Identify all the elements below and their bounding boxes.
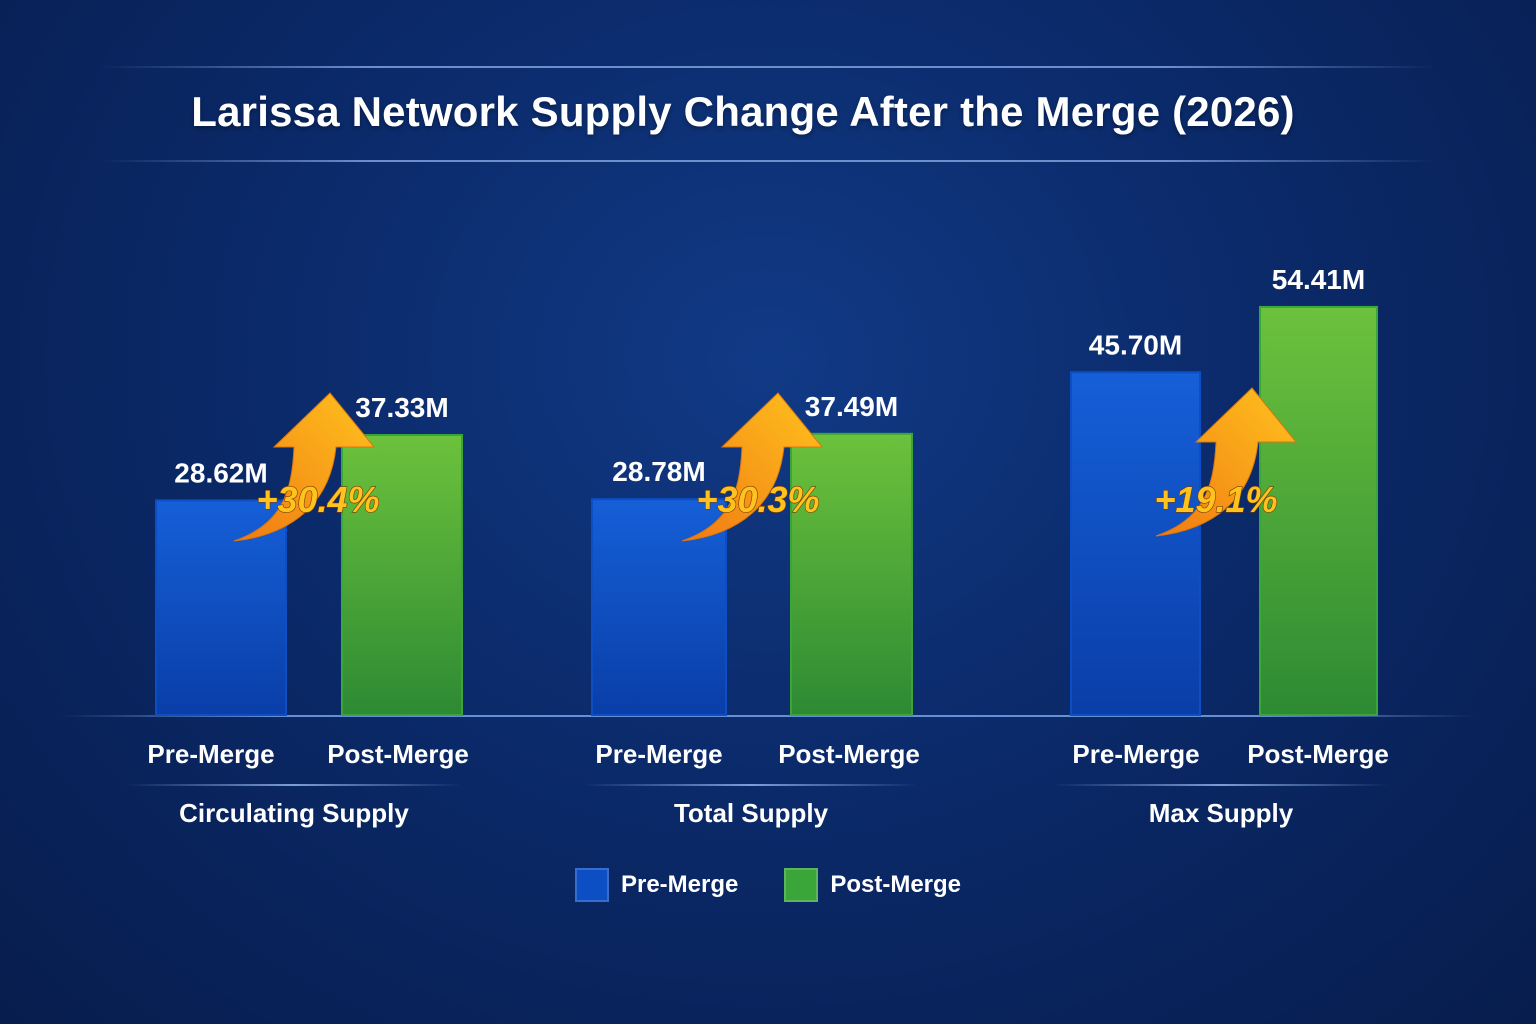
chart-title: Larissa Network Supply Change After the … <box>191 88 1295 135</box>
tick-label-max-supply-post-merge: Post-Merge <box>1247 739 1389 769</box>
growth-arrow-total-supply <box>681 392 824 542</box>
legend-swatch-pre-merge <box>574 868 609 902</box>
legend-swatch-post-merge <box>784 868 819 902</box>
title-bottom-rule <box>100 160 1436 162</box>
tick-label-total-supply-post-merge: Post-Merge <box>778 739 920 769</box>
data-label-circulating-supply-pre-merge: 28.62M <box>174 457 267 488</box>
legend-label-post-merge: Post-Merge <box>830 871 962 898</box>
legend: Pre-Merge Post-Merge <box>0 868 1536 902</box>
bar-circulating-supply-pre-merge <box>155 499 287 716</box>
tick-label-circulating-supply-pre-merge: Pre-Merge <box>147 739 274 769</box>
data-label-total-supply-post-merge: 37.49M <box>805 391 898 422</box>
legend-item-post-merge: Post-Merge <box>784 868 961 902</box>
bar-circulating-supply-post-merge <box>341 434 463 716</box>
category-label-total-supply: Total Supply <box>674 798 829 828</box>
group-divider-circulating-supply <box>126 784 462 786</box>
change-label-circulating-supply: +30.4% <box>256 479 379 520</box>
bar-chart: 28.62M Pre-Merge 37.33M Post-Merge Circulati… <box>60 264 1476 828</box>
category-label-max-supply: Max Supply <box>1149 798 1294 828</box>
bar-max-supply-post-merge <box>1259 305 1378 716</box>
tick-label-max-supply-pre-merge: Pre-Merge <box>1072 739 1199 769</box>
tick-label-total-supply-pre-merge: Pre-Merge <box>595 739 722 769</box>
title-top-rule <box>100 66 1436 68</box>
tick-label-circulating-supply-post-merge: Post-Merge <box>327 739 469 769</box>
growth-arrow-circulating-supply <box>233 392 376 542</box>
category-label-circulating-supply: Circulating Supply <box>179 798 409 828</box>
legend-label-pre-merge: Pre-Merge <box>620 871 739 898</box>
growth-arrow-max-supply <box>1155 387 1298 537</box>
legend-item-pre-merge: Pre-Merge <box>574 868 739 902</box>
change-label-total-supply: +30.3% <box>696 479 819 520</box>
data-label-circulating-supply-post-merge: 37.33M <box>355 392 448 423</box>
bar-total-supply-post-merge <box>790 432 913 716</box>
data-label-max-supply-post-merge: 54.41M <box>1272 264 1365 295</box>
group-divider-max-supply <box>1053 784 1389 786</box>
chart-baseline <box>60 715 1476 717</box>
change-label-max-supply: +19.1% <box>1154 479 1277 520</box>
data-label-max-supply-pre-merge: 45.70M <box>1089 329 1182 360</box>
data-label-total-supply-pre-merge: 28.78M <box>612 456 705 487</box>
group-divider-total-supply <box>583 784 919 786</box>
bar-max-supply-pre-merge <box>1070 371 1201 716</box>
